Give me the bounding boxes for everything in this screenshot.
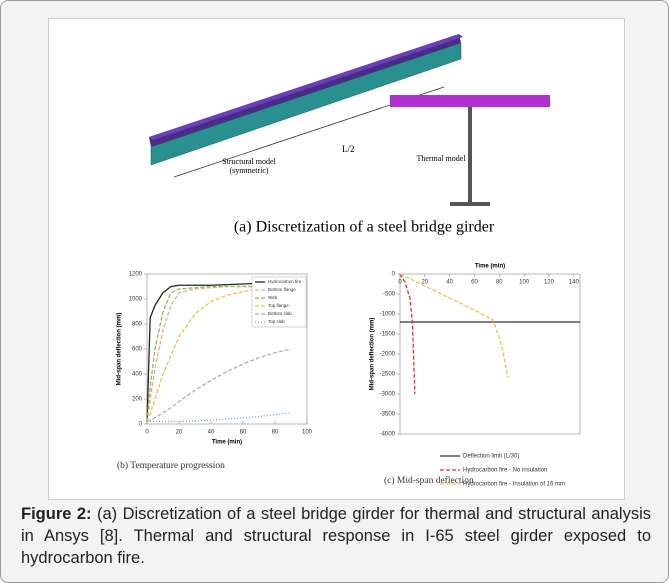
x-tick-label: 100 xyxy=(302,430,313,436)
y-tick-label: -3500 xyxy=(380,412,396,418)
y-tick-label: -500 xyxy=(383,292,396,298)
y-tick-label: 400 xyxy=(132,372,143,378)
legend-label: Top flange xyxy=(268,303,289,308)
y-tick-label: -4000 xyxy=(380,432,396,438)
legend-label: Bottom flange xyxy=(268,287,296,292)
y-tick-label: -3000 xyxy=(380,392,396,398)
y-tick-label: 1200 xyxy=(129,272,143,278)
span-label: L/2 xyxy=(342,144,355,154)
legend-label: Web xyxy=(268,295,278,300)
panel-caption: (c) Mid-span deflection xyxy=(384,475,474,486)
legend-label: Hydrocarbon fire - Insulation of 16 mm xyxy=(463,482,565,488)
caption-label: Figure 2: xyxy=(21,505,92,523)
y-tick-label: -1000 xyxy=(380,312,396,318)
y-tick-label: -2500 xyxy=(380,372,396,378)
legend-label: Hydrocarbon fire xyxy=(268,279,302,284)
panel-caption: (b) Temperature progression xyxy=(117,460,225,471)
thermal-label: Thermal model xyxy=(416,154,466,163)
series-line xyxy=(147,349,291,422)
caption-text: (a) Discretization of a steel bridge gir… xyxy=(21,505,651,567)
y-tick-label: 0 xyxy=(392,272,396,278)
section-model xyxy=(390,95,550,206)
plot-frame xyxy=(400,274,580,434)
x-tick-label: 60 xyxy=(471,280,478,286)
x-tick-label: 40 xyxy=(446,280,453,286)
series-line xyxy=(400,274,508,378)
y-axis-label: Mid-span deflection (mm) xyxy=(117,313,123,386)
legend-label: Deflection limit (L/30) xyxy=(463,454,519,460)
y-tick-label: 200 xyxy=(132,397,143,403)
y-tick-label: 0 xyxy=(139,422,143,428)
series-line xyxy=(147,413,291,422)
x-tick-label: 0 xyxy=(145,430,149,436)
x-axis-label: Time (min) xyxy=(212,440,242,446)
x-axis-label: Time (min) xyxy=(475,264,505,270)
panel-a-caption: (a) Discretization of a steel bridge gir… xyxy=(234,219,495,236)
legend-label: Bottom slab xyxy=(268,311,292,316)
figure-image: L/2 Structural model (symmetric) Thermal… xyxy=(48,18,625,500)
legend-label: Hydrocarbon fire - No insulation xyxy=(463,468,547,474)
y-tick-label: -2000 xyxy=(380,352,396,358)
y-tick-label: 800 xyxy=(132,322,143,328)
x-tick-label: 60 xyxy=(240,430,247,436)
series-line xyxy=(400,274,415,394)
x-tick-label: 100 xyxy=(519,280,530,286)
x-tick-label: 20 xyxy=(176,430,183,436)
x-tick-label: 120 xyxy=(544,280,555,286)
figure-caption: Figure 2: (a) Discretization of a steel … xyxy=(21,503,651,569)
x-tick-label: 40 xyxy=(208,430,215,436)
x-tick-label: 80 xyxy=(272,430,279,436)
structural-label: Structural model xyxy=(222,157,276,166)
y-tick-label: -1500 xyxy=(380,332,396,338)
structural-sub: (symmetric) xyxy=(229,166,268,175)
legend-label: Top slab xyxy=(268,319,285,324)
y-tick-label: 1000 xyxy=(129,297,143,303)
x-tick-label: 80 xyxy=(496,280,503,286)
figure-page: L/2 Structural model (symmetric) Thermal… xyxy=(0,0,669,583)
x-tick-label: 0 xyxy=(398,280,402,286)
y-axis-label: Mid-span deflection (mm) xyxy=(370,318,376,391)
x-tick-label: 140 xyxy=(569,280,580,286)
y-tick-label: 600 xyxy=(132,347,143,353)
